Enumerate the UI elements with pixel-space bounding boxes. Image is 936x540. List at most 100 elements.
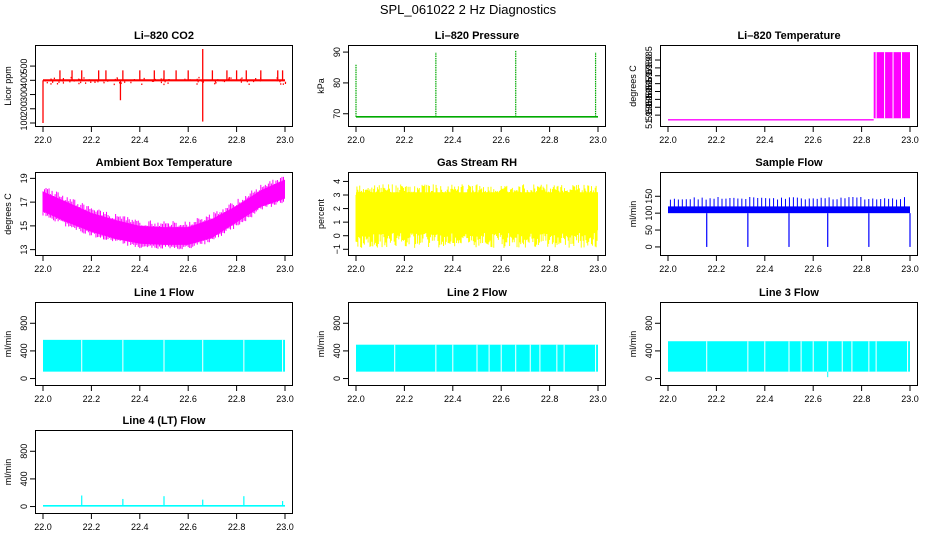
x-tick-label: 22.0 (347, 135, 365, 145)
x-tick-label: 22.2 (396, 264, 414, 274)
x-tick-label: 22.6 (804, 264, 822, 274)
y-tick-label: 51.970 (644, 70, 654, 98)
series-line3 (668, 341, 910, 378)
sample-flow-band (668, 206, 910, 214)
x-tick-label: 22.8 (853, 264, 871, 274)
x-tick-label: 22.8 (228, 522, 246, 532)
x-tick-label: 22.2 (396, 135, 414, 145)
x-tick-label: 23.0 (276, 135, 294, 145)
x-tick-label: 23.0 (901, 135, 919, 145)
y-tick-label: 1 (332, 220, 342, 225)
x-tick-label: 22.0 (347, 394, 365, 404)
y-axis-label: degrees C (628, 65, 638, 107)
y-tick-label: −1 (332, 244, 342, 254)
series-co2 (42, 49, 287, 123)
y-tick-label: 0 (332, 376, 342, 381)
y-tick-label: 0 (644, 376, 654, 381)
y-axis-label: ml/min (316, 331, 326, 358)
y-tick-label: 100 (19, 115, 29, 130)
chart-title: Li–820 Pressure (435, 30, 519, 42)
y-axis-label: Licor ppm (3, 66, 13, 106)
x-tick-label: 22.6 (179, 135, 197, 145)
y-tick-label: 3 (332, 192, 342, 197)
series-line2 (356, 344, 598, 372)
x-tick-label: 22.8 (228, 135, 246, 145)
y-tick-label: 0 (19, 376, 29, 381)
y-tick-label: 80 (332, 78, 342, 88)
x-tick-label: 22.0 (659, 394, 677, 404)
y-tick-label: 15 (19, 221, 29, 231)
x-tick-label: 22.4 (444, 394, 462, 404)
chart-licor_temp: Li–820 Temperature 22.0 22.2 22.4 22.6 22.8 23… (628, 30, 919, 145)
figure-title: SPL_061022 2 Hz Diagnostics (379, 2, 557, 17)
x-tick-label: 23.0 (276, 264, 294, 274)
x-tick-label: 23.0 (276, 394, 294, 404)
x-tick-label: 22.4 (756, 135, 774, 145)
y-tick-label: 51.975 (644, 62, 654, 90)
y-tick-label: 400 (19, 471, 29, 486)
chart-sample_flow: Sample Flow 22.0 22.2 22.4 22.6 22.8 23.0 0 50 10… (628, 157, 919, 274)
y-tick-label: 800 (19, 444, 29, 459)
x-tick-label: 22.6 (492, 394, 510, 404)
y-tick-label: 70 (332, 109, 342, 119)
y-tick-label: 90 (332, 47, 342, 57)
chart-title: Line 1 Flow (134, 287, 194, 299)
x-tick-label: 22.4 (131, 394, 149, 404)
chart-co2: Li–820 CO2 22.0 22.2 22.4 22.6 22.8 23.0 100200… (3, 30, 294, 145)
x-tick-label: 22.8 (541, 135, 559, 145)
y-tick-label: 400 (332, 343, 342, 358)
x-tick-label: 22.0 (659, 264, 677, 274)
chart-pressure: Li–820 Pressure 22.0 22.2 22.4 22.6 22.8 23.0 7… (316, 30, 607, 145)
y-axis-label: degrees C (3, 193, 13, 235)
chart-title: Li–820 Temperature (737, 30, 840, 42)
y-tick-label: 4 (332, 179, 342, 184)
x-tick-label: 22.4 (131, 135, 149, 145)
y-tick-label: 800 (644, 316, 654, 331)
plot-frame (35, 302, 293, 386)
temp-oscillation (873, 52, 910, 119)
y-tick-label: 51.950 (644, 101, 654, 129)
plot-frame (348, 172, 606, 256)
y-tick-label: 0 (19, 504, 29, 509)
x-tick-label: 22.8 (541, 394, 559, 404)
y-tick-label: 51.955 (644, 93, 654, 121)
y-axis-label: ml/min (628, 331, 638, 358)
y-tick-label: 400 (644, 343, 654, 358)
y-axis-label: ml/min (628, 201, 638, 228)
x-tick-label: 22.8 (228, 394, 246, 404)
x-tick-label: 22.6 (179, 394, 197, 404)
y-tick-label: 800 (332, 316, 342, 331)
x-tick-label: 22.8 (228, 264, 246, 274)
x-tick-label: 22.4 (444, 264, 462, 274)
x-tick-label: 23.0 (276, 522, 294, 532)
plot-frame (35, 45, 293, 127)
x-tick-label: 22.6 (804, 135, 822, 145)
x-tick-label: 23.0 (589, 264, 607, 274)
x-tick-label: 22.2 (83, 264, 101, 274)
x-tick-label: 22.4 (131, 264, 149, 274)
x-tick-label: 22.6 (492, 264, 510, 274)
y-tick-label: 13 (19, 245, 29, 255)
y-tick-label: 51.985 (644, 46, 654, 74)
x-tick-label: 22.0 (347, 264, 365, 274)
x-tick-label: 22.0 (34, 264, 52, 274)
chart-rh: Gas Stream RH 22.0 22.2 22.4 22.6 22.8 23.0 −1 0… (316, 157, 607, 274)
chart-title: Line 2 Flow (447, 287, 507, 299)
series-licor_temp (668, 52, 910, 121)
x-tick-label: 22.4 (756, 394, 774, 404)
x-tick-label: 22.6 (804, 394, 822, 404)
plot-frame (35, 430, 293, 514)
x-tick-label: 22.2 (83, 522, 101, 532)
chart-line4: Line 4 (LT) Flow 22.0 22.2 22.4 22.6 22.8 23.0… (3, 415, 294, 532)
x-tick-label: 22.6 (492, 135, 510, 145)
plot-frame (35, 172, 293, 256)
x-tick-label: 22.4 (131, 522, 149, 532)
y-tick-label: 100 (644, 206, 654, 221)
y-tick-label: 2 (332, 206, 342, 211)
y-tick-label: 0 (332, 233, 342, 238)
y-axis-label: ml/min (3, 459, 13, 486)
y-tick-label: 51.980 (644, 54, 654, 82)
rh-noise (355, 184, 598, 248)
y-tick-label: 17 (19, 197, 29, 207)
x-tick-label: 22.8 (853, 135, 871, 145)
